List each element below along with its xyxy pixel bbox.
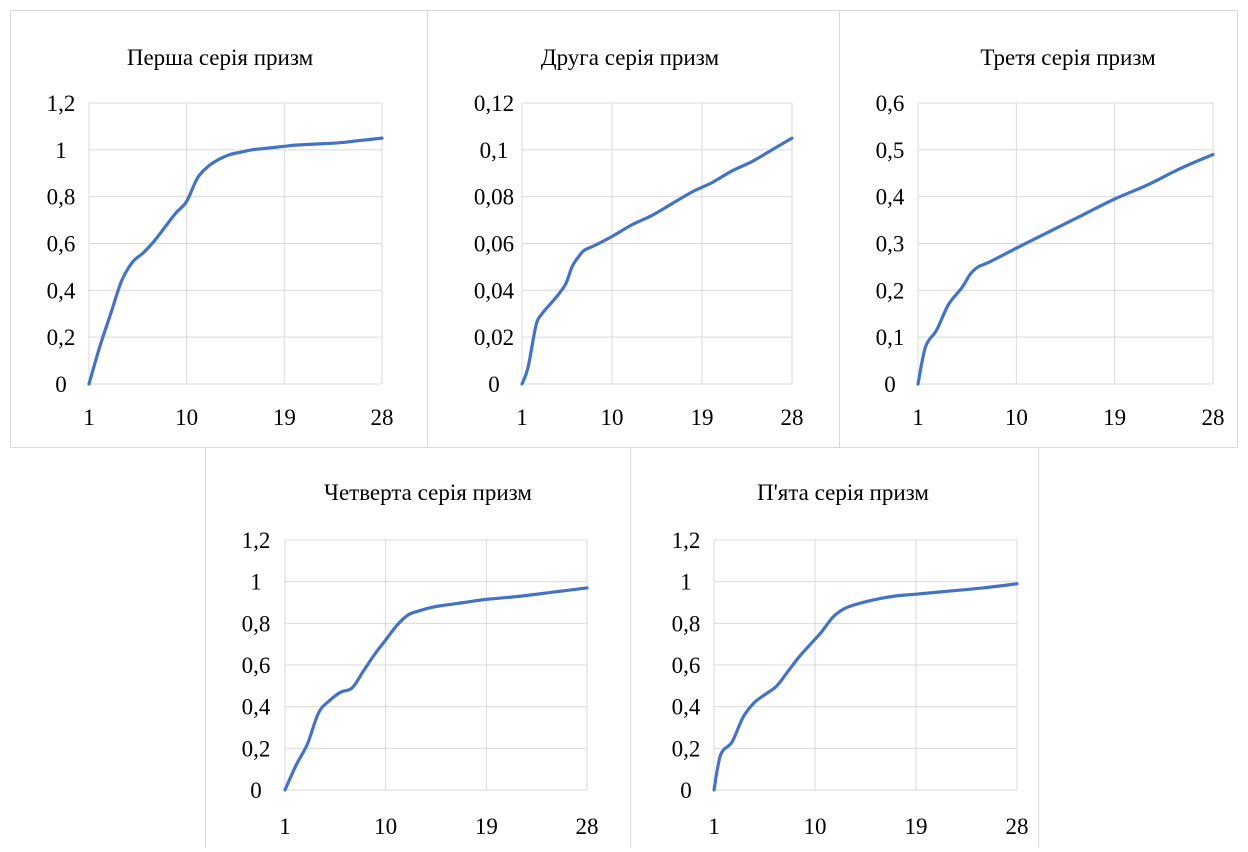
chart-panel-4: Четверта серія призм 0 0,2 0,4 0,6 0,8 1 1,2 1 10…	[205, 448, 631, 848]
chart-title: Четверта серія призм	[324, 480, 532, 505]
chart-4: Четверта серія призм 0 0,2 0,4 0,6 0,8 1 1,2 1 10…	[242, 480, 599, 839]
y-tick-label: 0,1	[876, 325, 905, 350]
y-tick-label: 0,8	[47, 185, 76, 210]
chart-5: П'ята серія призм 0 0,2 0,4 0,6 0,8 1 1,2 1 10 19 2…	[672, 480, 1029, 839]
y-tick-label: 0	[55, 372, 67, 397]
x-tick-label: 10	[175, 405, 198, 430]
y-tick-label: 0,1	[480, 138, 509, 163]
x-tick-label: 19	[905, 814, 928, 839]
x-tick-label: 10	[374, 814, 397, 839]
chart-panel-3: Третя серія призм 0 0,1 0,2 0,3 0,4 0,5 0,6 1 10 1…	[840, 10, 1238, 448]
x-tick-label: 10	[1005, 405, 1028, 430]
x-tick-label: 19	[691, 405, 714, 430]
y-tick-label: 0,12	[474, 91, 514, 116]
y-tick-label: 1,2	[47, 91, 76, 116]
x-tick-label: 19	[273, 405, 296, 430]
chart-title: Друга серія призм	[541, 45, 720, 70]
y-tick-label: 0,6	[876, 91, 905, 116]
y-tick-label: 0,6	[47, 232, 76, 257]
y-tick-label: 0,2	[47, 325, 76, 350]
y-tick-label: 0,8	[242, 611, 271, 636]
y-tick-label: 0,2	[242, 736, 271, 761]
series-line	[283, 586, 589, 792]
chart-panel-5: П'ята серія призм 0 0,2 0,4 0,6 0,8 1 1,2 1 10 19 2…	[631, 448, 1039, 848]
y-tick-label: 0	[884, 372, 896, 397]
x-tick-label: 28	[1006, 814, 1029, 839]
x-tick-label: 10	[804, 814, 827, 839]
y-tick-label: 1	[680, 570, 692, 595]
x-tick-label: 1	[912, 405, 924, 430]
x-tick-label: 1	[516, 405, 528, 430]
y-tick-label: 0,4	[876, 185, 905, 210]
y-tick-label: 0	[680, 778, 692, 803]
y-tick-label: 0,2	[876, 278, 905, 303]
y-tick-label: 0,2	[672, 736, 701, 761]
x-tick-label: 19	[1103, 405, 1126, 430]
chart-title: Третя серія призм	[980, 45, 1156, 70]
y-tick-label: 0,08	[474, 185, 514, 210]
y-tick-label: 0,4	[47, 278, 76, 303]
chart-panel-1: Перша серія призм 0 0,2 0,4 0,6 0,8 1 1,2 1 10 19 2…	[10, 10, 428, 448]
x-tick-label: 1	[83, 405, 95, 430]
series-line	[712, 582, 1019, 792]
chart-1: Перша серія призм 0 0,2 0,4 0,6 0,8 1 1,2 1 10 19 2…	[47, 45, 394, 430]
x-tick-label: 28	[576, 814, 599, 839]
y-tick-label: 0,4	[672, 695, 701, 720]
y-tick-label: 0,4	[242, 695, 271, 720]
y-tick-label: 0,6	[672, 653, 701, 678]
chart-2: Друга серія призм 0 0,02 0,04 0,06 0,08 0,1 0,1…	[474, 45, 804, 430]
y-tick-label: 0,6	[242, 653, 271, 678]
x-tick-label: 28	[371, 405, 394, 430]
y-tick-label: 0,04	[474, 278, 515, 303]
chart-title: П'ята серія призм	[757, 480, 929, 505]
y-tick-label: 0,5	[876, 138, 905, 163]
y-tick-label: 1,2	[672, 528, 701, 553]
y-tick-label: 0	[250, 778, 262, 803]
chart-title: Перша серія призм	[127, 45, 314, 70]
chart-3: Третя серія призм 0 0,1 0,2 0,3 0,4 0,5 0,6 1 10 1…	[876, 45, 1225, 430]
y-tick-label: 0,3	[876, 232, 905, 257]
x-tick-label: 19	[475, 814, 498, 839]
x-tick-label: 10	[601, 405, 624, 430]
y-tick-label: 1	[250, 570, 262, 595]
y-tick-label: 1,2	[242, 528, 271, 553]
y-tick-label: 0,06	[474, 232, 514, 257]
series-line	[520, 136, 794, 386]
y-tick-label: 0,02	[474, 325, 514, 350]
x-tick-label: 1	[708, 814, 720, 839]
series-line	[87, 136, 384, 386]
x-tick-label: 28	[781, 405, 804, 430]
x-tick-label: 1	[279, 814, 291, 839]
y-tick-label: 0,8	[672, 611, 701, 636]
y-tick-label: 1	[55, 138, 67, 163]
series-line	[916, 152, 1215, 386]
x-tick-label: 28	[1202, 405, 1225, 430]
y-tick-label: 0	[488, 372, 500, 397]
chart-panel-2: Друга серія призм 0 0,02 0,04 0,06 0,08 0,1 0,1…	[428, 10, 840, 448]
